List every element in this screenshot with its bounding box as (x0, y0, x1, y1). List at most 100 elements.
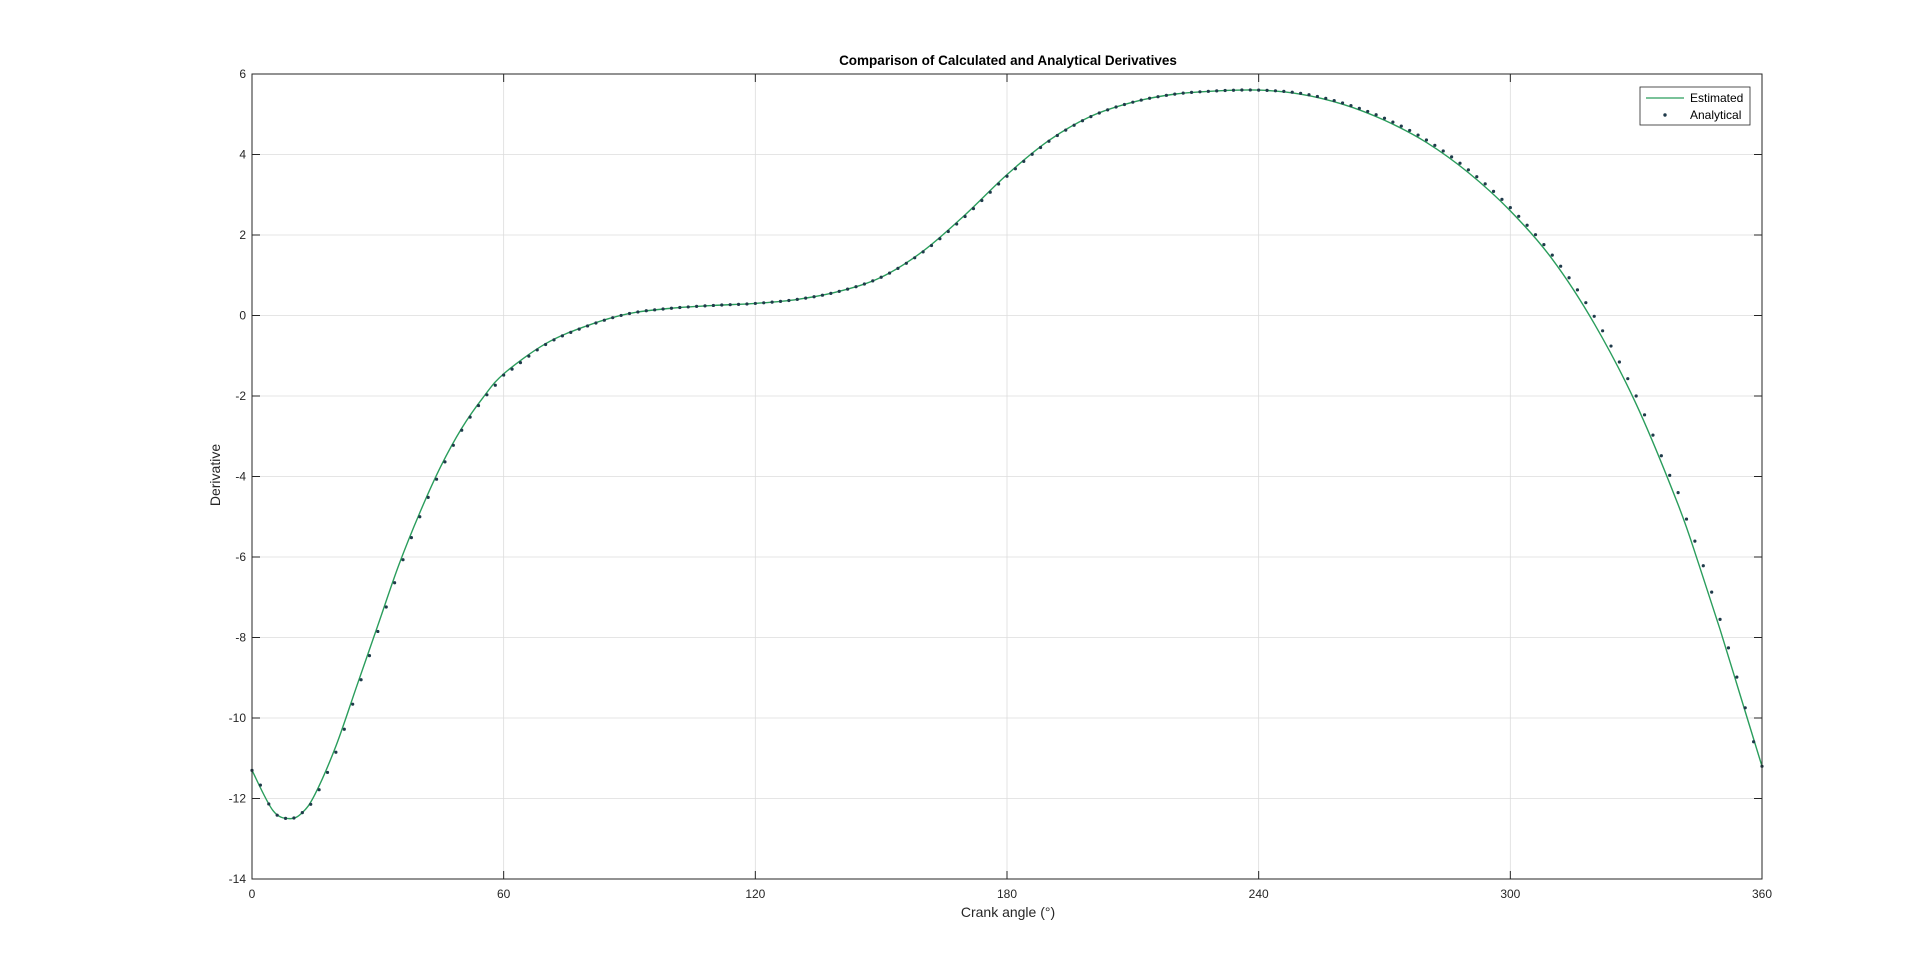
data-point-analytical (1592, 314, 1596, 318)
data-point-analytical (309, 802, 313, 806)
data-point-analytical (971, 207, 976, 211)
y-tick-label: 6 (239, 67, 246, 81)
data-point-analytical (1198, 90, 1202, 94)
data-point-analytical (409, 536, 413, 540)
data-point-analytical (476, 403, 481, 408)
x-tick-labels: 0 60 120 180 240 300 360 (249, 887, 1773, 901)
data-point-analytical (1080, 119, 1085, 123)
x-axis-label: Crank angle (°) (961, 904, 1055, 920)
data-point-analytical (393, 581, 397, 585)
data-point-analytical (1701, 564, 1705, 568)
data-point-analytical (1349, 103, 1353, 108)
data-point-analytical (569, 330, 573, 334)
data-point-analytical (443, 460, 447, 464)
x-tick-label: 180 (997, 887, 1017, 901)
data-point-analytical (334, 750, 338, 754)
data-point-analytical (451, 443, 455, 447)
data-point-analytical (367, 654, 372, 658)
data-point-analytical (997, 182, 1001, 186)
data-point-analytical (1005, 174, 1009, 178)
data-point-analytical (1693, 539, 1697, 543)
data-point-analytical (1215, 89, 1219, 93)
data-point-analytical (1500, 197, 1504, 201)
data-point-analytical (1651, 433, 1655, 437)
data-point-analytical (1525, 223, 1529, 227)
data-point-analytical (1324, 96, 1328, 100)
data-point-analytical (1340, 101, 1345, 105)
data-point-analytical (434, 477, 439, 481)
data-point-analytical (661, 307, 665, 311)
data-point-analytical (1022, 159, 1026, 163)
data-point-analytical (1517, 214, 1521, 218)
data-point-analytical (929, 243, 934, 248)
data-point-analytical (1382, 116, 1387, 120)
data-point-analytical (770, 300, 774, 304)
data-point-analytical (1718, 617, 1722, 621)
data-point-analytical (1097, 111, 1101, 115)
data-point-analytical (1542, 243, 1546, 247)
data-point-analytical (1013, 167, 1017, 171)
x-tick-label: 0 (249, 887, 256, 901)
y-tick-label: -2 (235, 389, 246, 403)
data-point-analytical (854, 285, 858, 289)
data-point-analytical (636, 310, 640, 314)
data-point-analytical (1106, 108, 1110, 112)
x-tick-label: 60 (497, 887, 511, 901)
data-point-analytical (896, 266, 900, 271)
data-point-analytical (1575, 288, 1580, 292)
data-point-analytical (703, 304, 707, 308)
data-point-analytical (577, 327, 581, 331)
data-point-analytical (921, 250, 925, 254)
legend: Estimated Analytical (1639, 86, 1751, 126)
data-point-analytical (258, 783, 262, 787)
y-axis-label: Derivative (207, 444, 223, 506)
chart-title: Comparison of Calculated and Analytical … (839, 53, 1177, 68)
data-point-analytical (1668, 473, 1672, 477)
data-point-analytical (1684, 517, 1689, 521)
data-point-analytical (1710, 590, 1714, 594)
y-tick-label: -4 (235, 470, 246, 484)
data-point-analytical (804, 296, 808, 300)
data-point-analytical (644, 309, 648, 313)
data-point-analytical (611, 316, 615, 320)
data-point-analytical (351, 702, 355, 706)
data-point-analytical (812, 295, 816, 299)
data-point-analytical (267, 802, 271, 806)
y-tick-label: 4 (239, 148, 246, 162)
data-point-analytical (778, 299, 783, 303)
data-point-analytical (669, 306, 674, 310)
data-point-analytical (1533, 233, 1538, 237)
data-point-analytical (1257, 88, 1261, 92)
data-point-analytical (1089, 115, 1093, 119)
data-point-analytical (594, 321, 598, 325)
x-tick-label: 300 (1500, 887, 1520, 901)
data-point-analytical (1064, 128, 1068, 132)
y-tick-labels: -14 -12 -10 -8 -6 -4 -2 0 2 4 6 (229, 67, 247, 886)
data-point-analytical (1282, 89, 1286, 93)
data-point-analytical (980, 198, 984, 203)
data-point-analytical (1315, 94, 1319, 99)
data-point-analytical (1366, 109, 1370, 114)
data-point-analytical (1290, 90, 1294, 94)
data-point-analytical (1617, 360, 1621, 364)
data-point-analytical (1206, 89, 1210, 93)
data-point-analytical (359, 678, 363, 682)
data-point-analytical (955, 222, 959, 226)
data-point-analytical (292, 816, 296, 820)
data-point-analytical (384, 605, 388, 609)
legend-box (1639, 86, 1751, 126)
data-point-analytical (753, 301, 757, 306)
data-point-analytical (1055, 133, 1059, 138)
data-point-analytical (1265, 88, 1269, 92)
data-point-analytical (1743, 706, 1747, 710)
data-point-analytical (862, 282, 866, 286)
data-point-analytical (317, 788, 321, 792)
data-point-analytical (1273, 89, 1278, 93)
data-point-analytical (1659, 454, 1663, 458)
data-point-analytical (493, 383, 497, 387)
data-point-analytical (720, 303, 724, 307)
data-point-analytical (1559, 264, 1563, 268)
data-point-analytical (468, 415, 472, 419)
legend-marker-sample (1663, 113, 1667, 117)
x-tick-label: 120 (745, 887, 765, 901)
